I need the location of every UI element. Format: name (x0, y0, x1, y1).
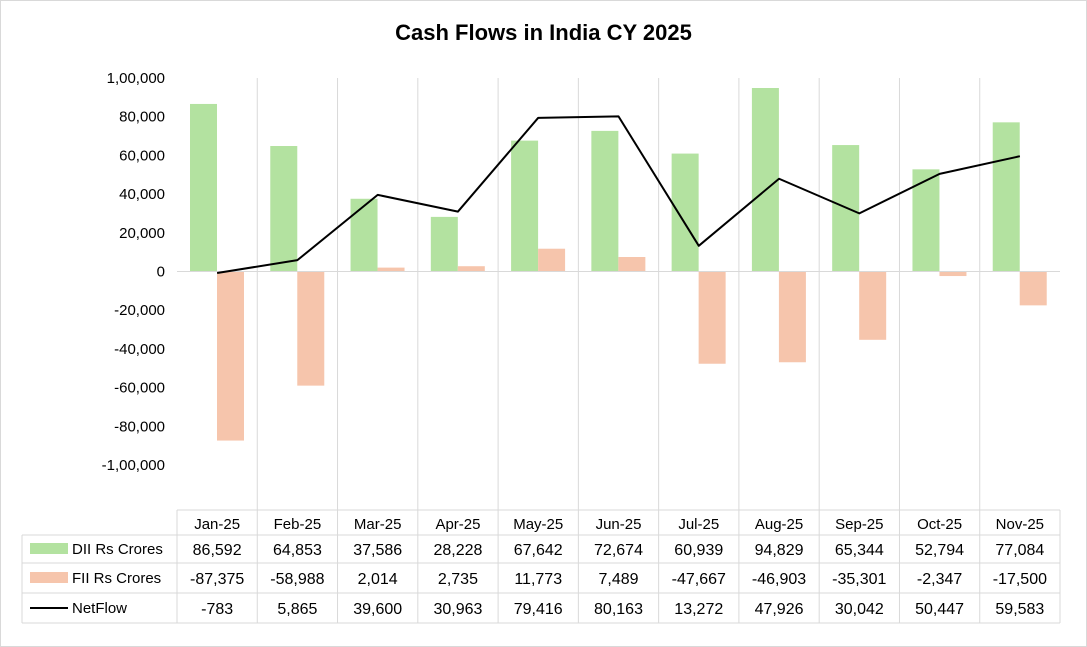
dii-bar (511, 140, 539, 272)
dii-bar (270, 146, 298, 272)
table-cell: 37,586 (353, 542, 402, 559)
legend-key-fii (30, 572, 68, 583)
table-cell: 60,939 (674, 542, 723, 559)
dii-bar (430, 216, 458, 272)
table-cell: 39,600 (353, 601, 402, 618)
x-category-label: Apr-25 (435, 516, 480, 533)
fii-bar (457, 266, 485, 272)
table-cell: 94,829 (755, 542, 804, 559)
table-cell: 65,344 (835, 542, 884, 559)
dii-bar (912, 169, 940, 272)
y-tick-label: 20,000 (119, 225, 165, 242)
y-tick-label: -60,000 (114, 380, 165, 397)
y-tick-label: 1,00,000 (107, 70, 165, 87)
table-cell: -47,667 (672, 571, 726, 588)
y-tick-label: 60,000 (119, 147, 165, 164)
y-tick-label: 80,000 (119, 109, 165, 126)
y-tick-label: 40,000 (119, 186, 165, 203)
legend-label: NetFlow (72, 600, 127, 617)
x-category-label: Jan-25 (194, 516, 240, 533)
dii-bar (671, 153, 699, 272)
table-cell: -17,500 (993, 571, 1047, 588)
x-category-label: Nov-25 (996, 516, 1044, 533)
dii-bar (751, 88, 779, 272)
table-cell: 30,042 (835, 601, 884, 618)
table-cell: -783 (201, 601, 233, 618)
fii-bar (1019, 271, 1047, 306)
fii-bar (618, 257, 646, 272)
fii-bar (538, 248, 566, 272)
y-tick-label: 0 (157, 264, 165, 281)
fii-bar (939, 271, 967, 277)
table-cell: 2,014 (358, 571, 398, 588)
fii-bar (377, 267, 405, 272)
table-cell: 7,489 (598, 571, 638, 588)
table-cell: 30,963 (433, 601, 482, 618)
y-tick-label: -80,000 (114, 418, 165, 435)
x-category-label: May-25 (513, 516, 563, 533)
table-cell: 11,773 (514, 571, 562, 588)
table-cell: -35,301 (832, 571, 886, 588)
table-cell: -87,375 (190, 571, 244, 588)
table-cell: 52,794 (915, 542, 964, 559)
fii-bar (297, 271, 325, 386)
legend-label: DII Rs Crores (72, 541, 163, 558)
y-tick-label: -20,000 (114, 302, 165, 319)
x-category-label: Feb-25 (274, 516, 322, 533)
x-category-label: Mar-25 (354, 516, 402, 533)
fii-bar (859, 271, 887, 340)
table-cell: 2,735 (438, 571, 478, 588)
dii-bar (190, 103, 217, 272)
dii-bar (591, 130, 619, 272)
table-cell: 47,926 (755, 601, 804, 618)
x-category-label: Oct-25 (917, 516, 962, 533)
table-cell: 50,447 (915, 601, 964, 618)
x-category-label: Jun-25 (596, 516, 642, 533)
table-cell: 72,674 (594, 542, 643, 559)
table-cell: 79,416 (514, 601, 563, 618)
dii-bar (350, 198, 378, 272)
table-cell: 86,592 (193, 542, 242, 559)
table-cell: 64,853 (273, 542, 322, 559)
y-tick-label: -1,00,000 (102, 457, 165, 474)
table-cell: -58,988 (270, 571, 324, 588)
chart-title: Cash Flows in India CY 2025 (395, 20, 692, 45)
table-cell: 77,084 (995, 542, 1044, 559)
table-cell: -2,347 (917, 571, 962, 588)
fii-bar (778, 271, 806, 363)
legend-label: FII Rs Crores (72, 570, 161, 587)
table-cell: 80,163 (594, 601, 643, 618)
table-cell: -46,903 (752, 571, 806, 588)
fii-bar (698, 271, 726, 364)
legend-key-dii (30, 543, 68, 554)
y-tick-label: -40,000 (114, 341, 165, 358)
table-cell: 59,583 (995, 601, 1044, 618)
table-cell: 67,642 (514, 542, 563, 559)
fii-bar (217, 271, 244, 441)
x-category-label: Aug-25 (755, 516, 803, 533)
dii-bar (992, 122, 1020, 272)
x-category-label: Jul-25 (678, 516, 719, 533)
x-category-label: Sep-25 (835, 516, 883, 533)
table-cell: 28,228 (433, 542, 482, 559)
table-cell: 13,272 (674, 601, 723, 618)
table-cell: 5,865 (277, 601, 317, 618)
